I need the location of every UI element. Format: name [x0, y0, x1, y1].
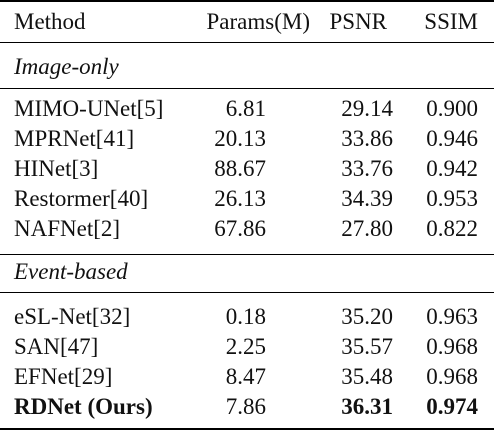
table-row: eSL-Net[32] 0.18 35.20 0.963: [0, 302, 494, 332]
table-row: SAN[47] 2.25 35.57 0.968: [0, 332, 494, 362]
ssim-cell: 0.953: [426, 186, 478, 211]
ssim-cell: 0.974: [426, 394, 478, 419]
params-cell: 8.47: [225, 364, 266, 389]
header-rule: [0, 42, 494, 43]
method-cell: EFNet[29]: [14, 364, 113, 389]
method-cell: NAFNet[2]: [14, 216, 121, 241]
method-cell: Restormer[40]: [14, 186, 149, 211]
method-cell: SAN[47]: [14, 334, 99, 359]
params-cell: 26.13: [214, 186, 266, 211]
header-ssim: SSIM: [424, 9, 478, 34]
ssim-cell: 0.942: [426, 156, 478, 181]
method-cell: eSL-Net[32]: [14, 304, 131, 329]
method-cell: MIMO-UNet[5]: [14, 96, 164, 121]
params-cell: 0.18: [225, 304, 266, 329]
header-method: Method: [14, 9, 86, 34]
ssim-cell: 0.822: [426, 216, 478, 241]
psnr-cell: 35.20: [341, 304, 393, 329]
psnr-cell: 33.86: [341, 126, 393, 151]
ssim-cell: 0.963: [426, 304, 478, 329]
bottom-rule: [0, 428, 494, 430]
psnr-cell: 34.39: [341, 186, 393, 211]
table-row: MPRNet[41] 20.13 33.86 0.946: [0, 124, 494, 154]
table-row-ours: RDNet (Ours) 7.86 36.31 0.974: [0, 392, 494, 422]
params-cell: 2.25: [225, 334, 266, 359]
table-row: EFNet[29] 8.47 35.48 0.968: [0, 362, 494, 392]
section-title-image-only: Image-only: [14, 54, 119, 79]
params-cell: 7.86: [225, 394, 266, 419]
section-title-event-based: Event-based: [14, 259, 128, 284]
table-row: HINet[3] 88.67 33.76 0.942: [0, 154, 494, 184]
table-row: NAFNet[2] 67.86 27.80 0.822: [0, 214, 494, 244]
psnr-cell: 29.14: [341, 96, 393, 121]
ssim-cell: 0.900: [426, 96, 478, 121]
params-cell: 20.13: [214, 126, 266, 151]
psnr-cell: 33.76: [341, 156, 393, 181]
header-psnr: PSNR: [329, 9, 387, 34]
ssim-cell: 0.968: [426, 334, 478, 359]
method-cell: MPRNet[41]: [14, 126, 135, 151]
header-params: Params(M): [206, 9, 310, 34]
ssim-cell: 0.968: [426, 364, 478, 389]
table-row: MIMO-UNet[5] 6.81 29.14 0.900: [0, 94, 494, 124]
ssim-cell: 0.946: [426, 126, 478, 151]
params-cell: 67.86: [214, 216, 266, 241]
method-cell: RDNet (Ours): [14, 394, 153, 419]
section-rule-event-based: [0, 292, 494, 293]
psnr-cell: 27.80: [341, 216, 393, 241]
section-rule-image-only: [0, 88, 494, 89]
header-row: Method Params(M) PSNR SSIM: [0, 7, 494, 37]
params-cell: 88.67: [214, 156, 266, 181]
params-cell: 6.81: [225, 96, 266, 121]
psnr-cell: 35.48: [341, 364, 393, 389]
psnr-cell: 35.57: [341, 334, 393, 359]
table-row: Restormer[40] 26.13 34.39 0.953: [0, 184, 494, 214]
section-divider-rule: [0, 254, 494, 255]
top-rule: [0, 0, 494, 2]
method-cell: HINet[3]: [14, 156, 99, 181]
psnr-cell: 36.31: [341, 394, 393, 419]
